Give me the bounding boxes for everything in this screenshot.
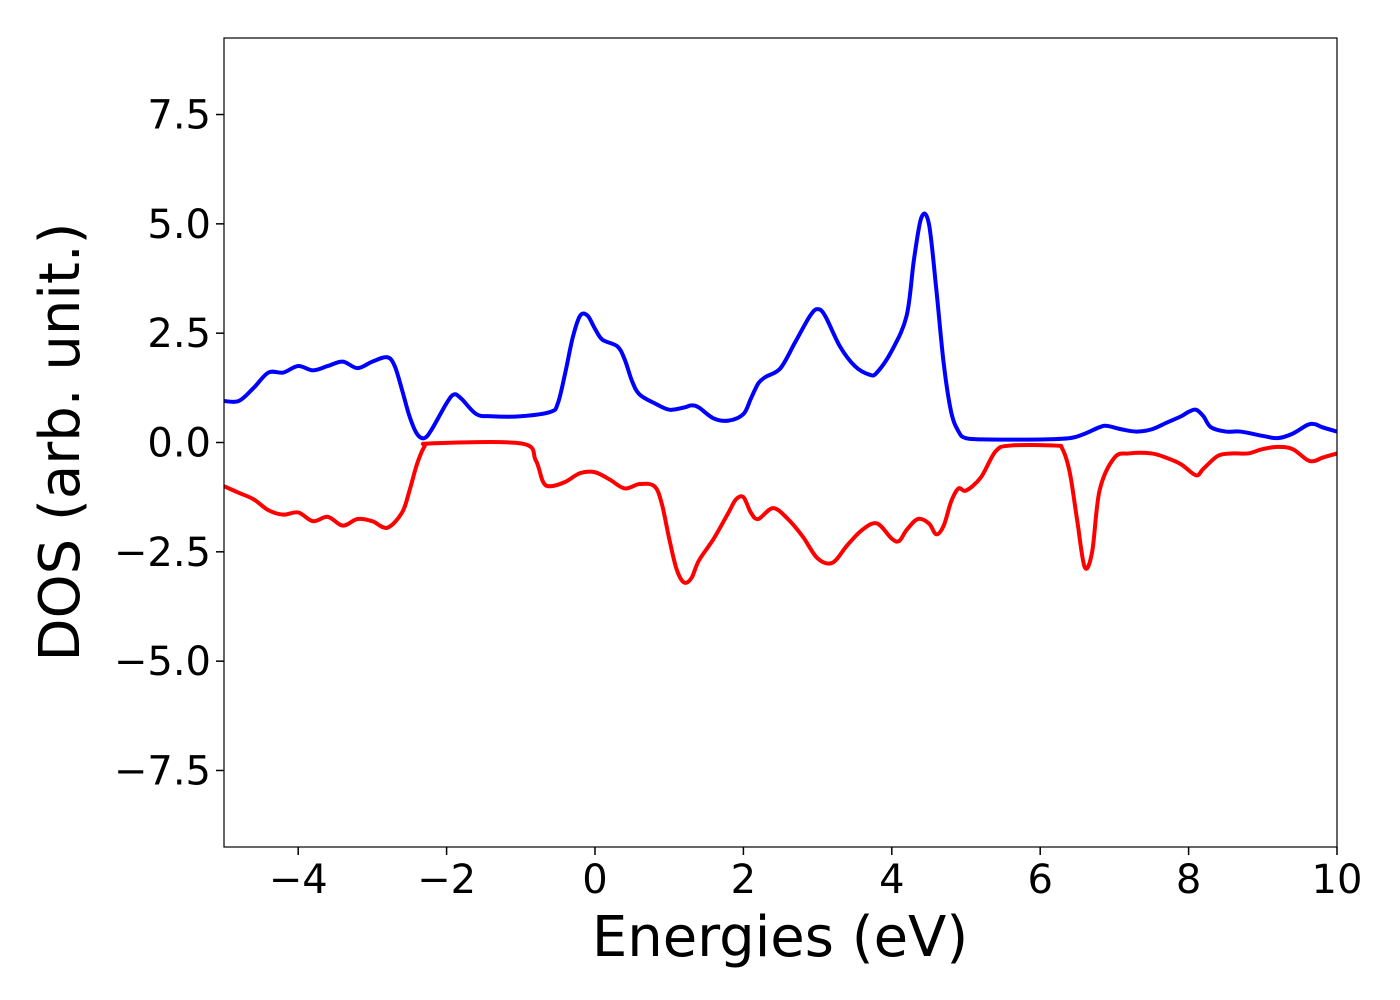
x-tick-label: 4 (879, 857, 904, 903)
x-tick-label: 0 (582, 857, 607, 903)
y-tick-label: −5.0 (114, 639, 211, 685)
x-tick-label: 8 (1176, 857, 1201, 903)
plot-area-frame (223, 37, 1338, 848)
series-line-negative (223, 440, 1338, 585)
series-layer (223, 211, 1338, 585)
x-tick-label: −2 (417, 857, 476, 903)
y-axis-label: DOS (arb. unit.) (28, 222, 93, 661)
x-tick-label: 6 (1027, 857, 1052, 903)
series-line-positive (223, 211, 1338, 442)
y-tick-label: −2.5 (114, 530, 211, 576)
x-tick-label: 2 (731, 857, 756, 903)
x-tick-label: 10 (1312, 857, 1363, 903)
y-tick-label: 2.5 (147, 311, 211, 357)
y-tick-label: 5.0 (147, 202, 211, 248)
y-tick-label: −7.5 (114, 748, 211, 794)
x-tick-label: −4 (269, 857, 328, 903)
y-axis: 7.5 5.0 2.5 0.0 −2.5 −5.0 −7.5 (114, 93, 224, 794)
y-tick-label: 0.0 (147, 421, 211, 467)
x-axis-label: Energies (eV) (592, 905, 968, 970)
y-tick-label: 7.5 (147, 93, 211, 139)
x-axis: −4 −2 0 2 4 6 8 10 (269, 847, 1363, 903)
